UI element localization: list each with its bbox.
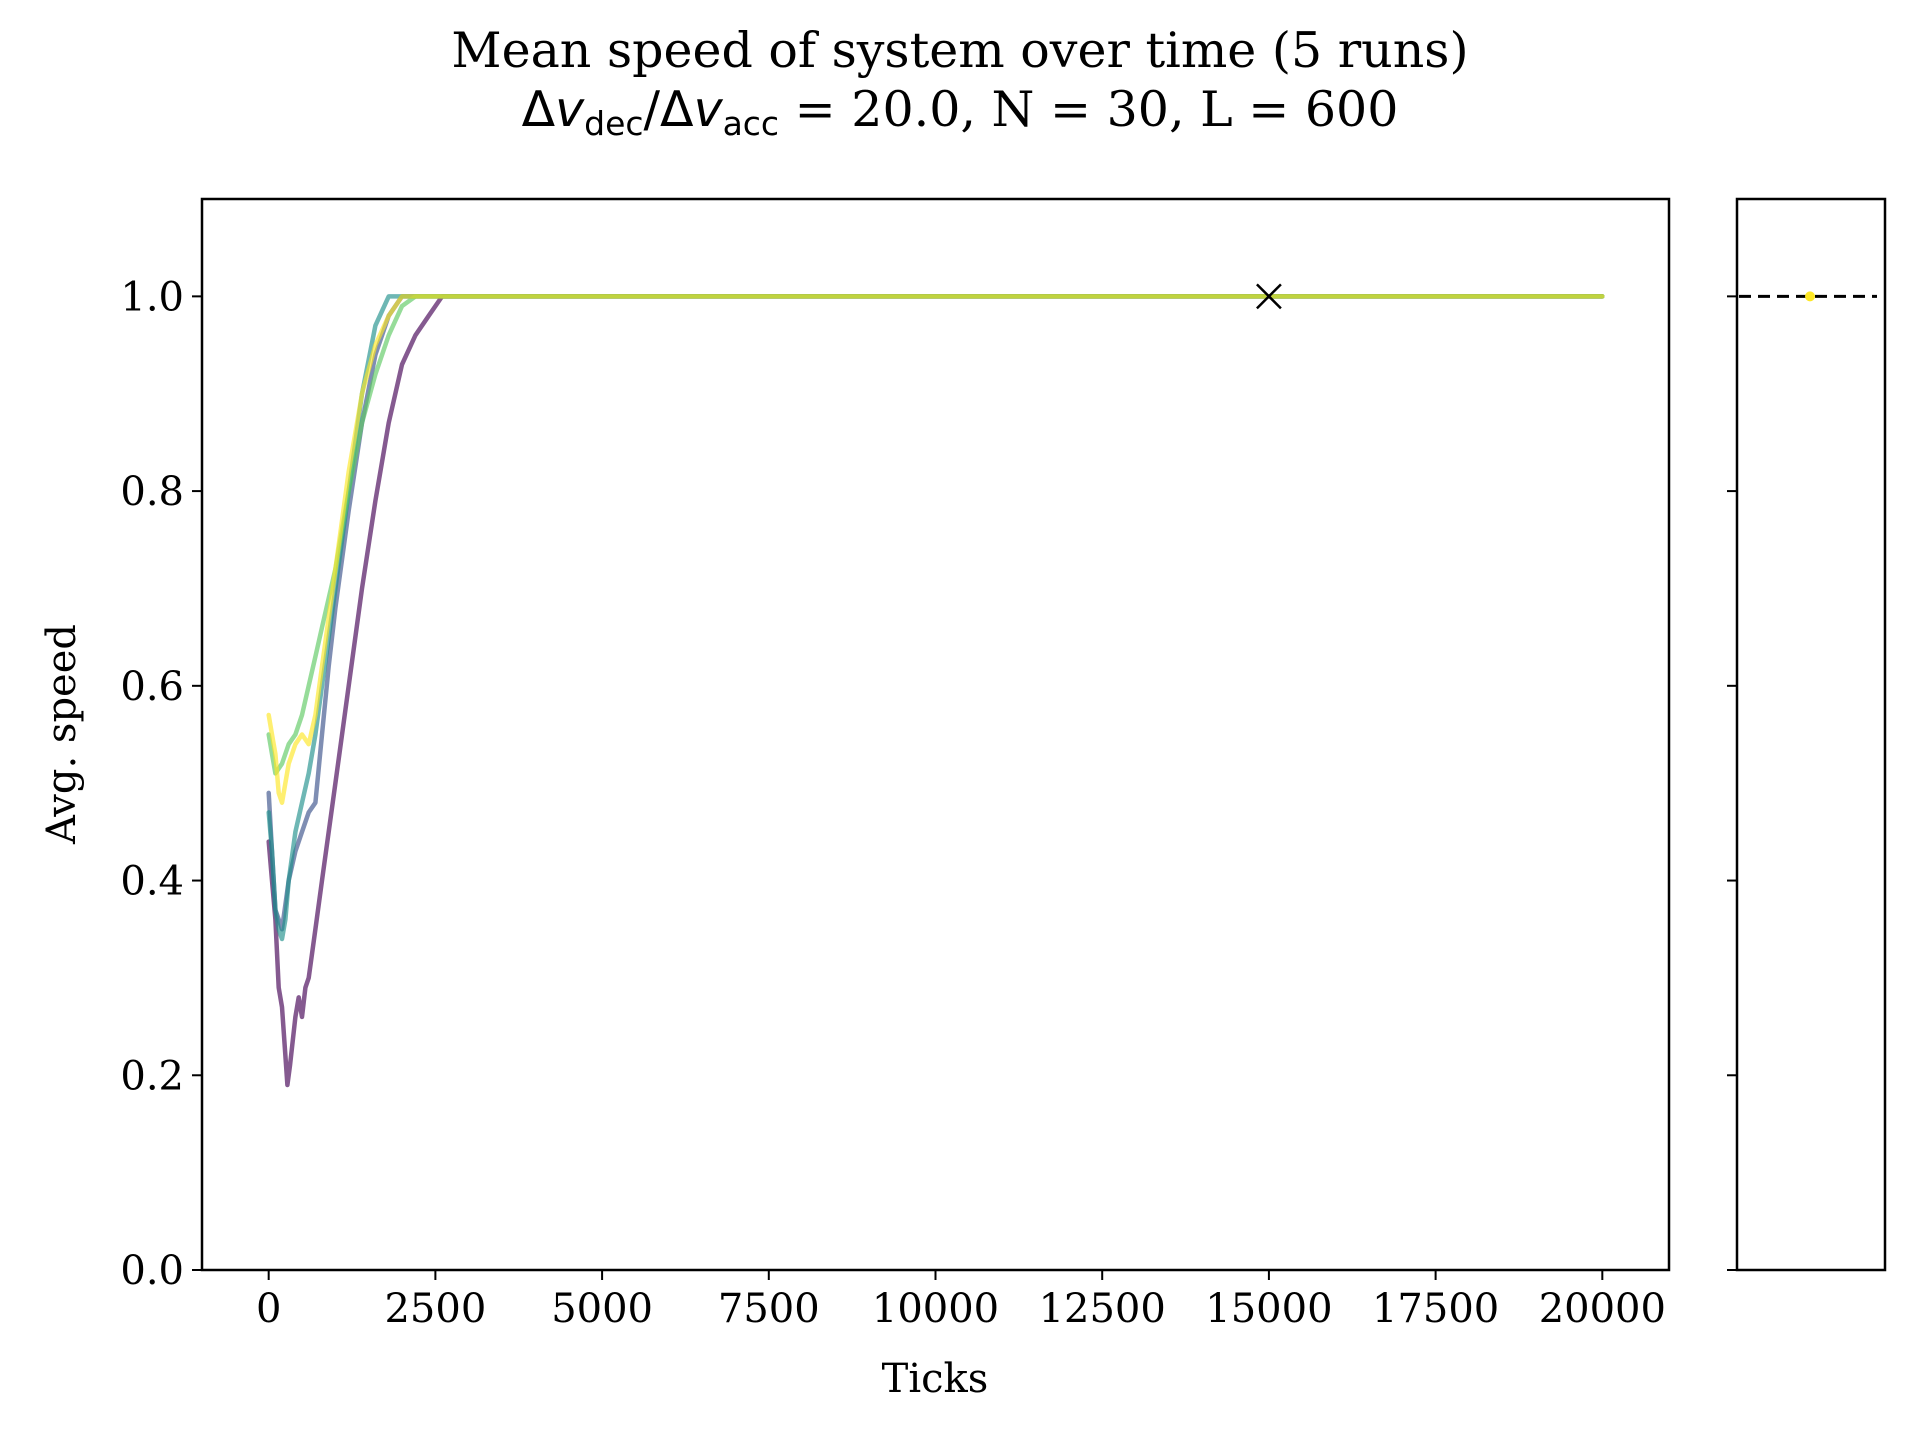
x-tick-label: 2500 [384, 1286, 486, 1332]
x-tick-label: 7500 [718, 1286, 820, 1332]
y-tick-label: 0.2 [120, 1053, 184, 1099]
y-axis-ticks: 0.0 0.2 0.4 0.6 0.8 1.0 [120, 274, 202, 1294]
y-tick-label: 0.4 [120, 859, 184, 905]
side-y-ticks [1727, 295, 1737, 1271]
side-plot-area [1727, 197, 1887, 1272]
main-plot-area: 0 2500 5000 7500 10000 12500 15000 17500 20000 0… [39, 197, 1671, 1402]
x-tick-label: 0 [256, 1286, 281, 1332]
y-tick-label: 0.6 [120, 664, 184, 710]
x-axis-label: Ticks [882, 1356, 989, 1402]
series-line-4 [266, 294, 1605, 776]
x-tick-label: 15000 [1205, 1286, 1332, 1332]
y-axis-label: Avg. speed [39, 624, 85, 845]
x-marker-group [1256, 283, 1282, 310]
subtitle-acc-subscript: acc [723, 104, 780, 143]
x-axis-ticks: 0 2500 5000 7500 10000 12500 15000 17500 20000 [256, 1270, 1666, 1332]
subtitle-dec-subscript: dec [584, 104, 643, 143]
y-tick-label: 0.8 [120, 469, 184, 515]
chart-subtitle: Δvdec/Δvacc = 20.0, N = 30, L = 600 [522, 81, 1399, 143]
side-data-point [1805, 291, 1815, 302]
side-plot-frame [1735, 197, 1887, 1272]
series-line-1 [266, 294, 1605, 1088]
series-line-2 [266, 294, 1605, 932]
x-tick-label: 5000 [551, 1286, 653, 1332]
y-tick-label: 0.0 [120, 1248, 184, 1294]
y-tick-label: 1.0 [120, 274, 184, 320]
x-marker-stroke-b [1256, 283, 1282, 310]
series-line-5 [266, 294, 1605, 805]
main-plot-frame [200, 197, 1671, 1272]
chart-title: Mean speed of system over time (5 runs) [451, 22, 1468, 79]
x-tick-label: 20000 [1539, 1286, 1666, 1332]
series-lines [266, 294, 1605, 1088]
x-tick-label: 10000 [872, 1286, 999, 1332]
x-tick-label: 17500 [1372, 1286, 1499, 1332]
x-tick-label: 12500 [1039, 1286, 1166, 1332]
series-line-3 [266, 294, 1605, 942]
subtitle-params: = 20.0, N = 30, L = 600 [779, 81, 1398, 138]
